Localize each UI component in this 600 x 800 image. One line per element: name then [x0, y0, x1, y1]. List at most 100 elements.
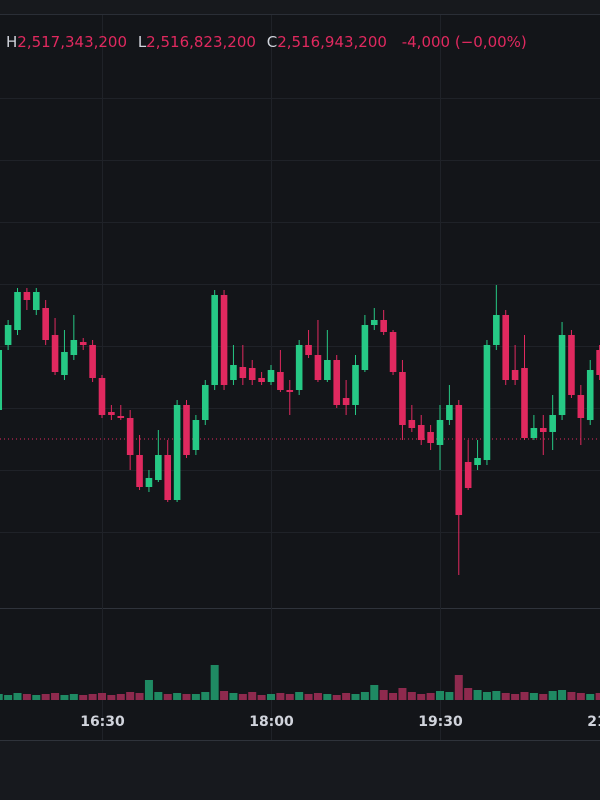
candle-body	[277, 372, 284, 390]
volume-bar	[182, 694, 191, 700]
volume-bar	[79, 695, 88, 700]
candle-body	[389, 332, 397, 372]
candle-body	[89, 345, 96, 378]
volume-bar	[220, 691, 229, 700]
volume-bar	[285, 694, 294, 700]
candle-body	[201, 385, 209, 420]
x-tick-label: 21:00	[587, 714, 600, 730]
volume-bar	[473, 690, 482, 700]
volume-bar	[529, 693, 538, 700]
volume-bar	[454, 675, 463, 700]
candle-body	[586, 370, 594, 420]
volume-bar	[520, 692, 529, 700]
candle-body	[539, 428, 547, 432]
legend-value: 2,516,823,200	[146, 33, 256, 51]
volume-bar	[595, 693, 600, 700]
volume-bar	[351, 694, 360, 700]
candle-body	[173, 405, 181, 500]
legend-label: L	[138, 33, 147, 51]
candle-body	[98, 378, 106, 415]
legend-value: 2,517,343,200	[17, 33, 127, 51]
volume-bar	[4, 695, 13, 700]
volume-bar	[173, 693, 182, 700]
candle-body	[70, 340, 78, 355]
volume-bar	[60, 695, 69, 700]
candle-body	[361, 325, 369, 370]
volume-bar	[407, 692, 416, 700]
candle-body	[380, 320, 387, 332]
candle-body	[455, 405, 463, 515]
volume-bar	[144, 680, 153, 700]
candle-body	[417, 425, 425, 440]
volume-bar	[51, 693, 60, 700]
candle-body	[549, 415, 556, 432]
volume-bar	[88, 694, 97, 700]
candle-body	[183, 405, 190, 455]
volume-bar	[210, 665, 219, 700]
candle-body	[352, 365, 359, 405]
candle-body	[464, 462, 472, 488]
volume-bar	[98, 693, 106, 700]
volume-bar	[558, 690, 567, 700]
volume-bar	[379, 690, 388, 700]
candle-body	[51, 335, 59, 372]
marks	[0, 285, 600, 700]
x-tick-label: 16:30	[80, 714, 125, 730]
volume-bar	[417, 694, 426, 700]
top-bar	[0, 0, 600, 14]
volume-bar	[342, 693, 351, 700]
volume-bar	[586, 694, 595, 700]
volume-bar	[511, 694, 520, 700]
volume-bar	[248, 692, 257, 700]
volume-bar	[492, 691, 501, 700]
x-tick-label: 19:30	[418, 714, 463, 730]
volume-bar	[539, 694, 548, 700]
candle-body	[0, 350, 3, 410]
legend-change: -4,000 (−0,00%)	[402, 33, 527, 51]
volume-bar	[436, 691, 444, 700]
volume-bar	[107, 695, 116, 700]
candle-body	[521, 368, 528, 438]
candle-body	[568, 335, 575, 395]
candle-body	[79, 342, 87, 345]
volume-bar	[548, 691, 557, 700]
volume-bar	[41, 694, 50, 700]
candle-body	[295, 345, 303, 390]
candle-body	[126, 418, 134, 455]
volume-bar	[501, 693, 510, 700]
volume-bar	[13, 693, 22, 700]
candle-body	[136, 455, 143, 487]
candle-body	[596, 350, 600, 375]
candle-body	[23, 292, 31, 300]
volume-bar	[135, 693, 144, 700]
candle-body	[493, 315, 500, 345]
candle-body	[530, 428, 538, 438]
volume-bar	[464, 688, 473, 700]
bottom-bar	[0, 741, 600, 800]
candle-body	[305, 345, 312, 355]
volume-bar	[426, 693, 435, 700]
candle-body	[483, 345, 491, 460]
volume-bar	[370, 685, 379, 700]
volume-bar	[126, 692, 135, 700]
candle-body	[220, 295, 228, 385]
x-tick-label: 18:00	[249, 714, 294, 730]
legend-value: 2,516,943,200	[277, 33, 387, 51]
volume-bar	[69, 694, 78, 700]
volume-bar	[163, 694, 172, 700]
candle-body	[502, 315, 510, 380]
volume-bar	[576, 693, 585, 700]
volume-bar	[360, 692, 369, 700]
candle-body	[399, 372, 406, 425]
volume-bar	[389, 693, 398, 700]
legend-label: C	[267, 33, 277, 51]
volume-bar	[323, 694, 332, 700]
legend: H2,517,343,200 L2,516,823,200 C2,516,943…	[6, 33, 527, 51]
candle-body	[427, 432, 434, 443]
candle-body	[314, 355, 322, 380]
volume-bar	[229, 693, 238, 700]
candle-body	[145, 478, 153, 487]
volume-bar	[267, 694, 275, 700]
